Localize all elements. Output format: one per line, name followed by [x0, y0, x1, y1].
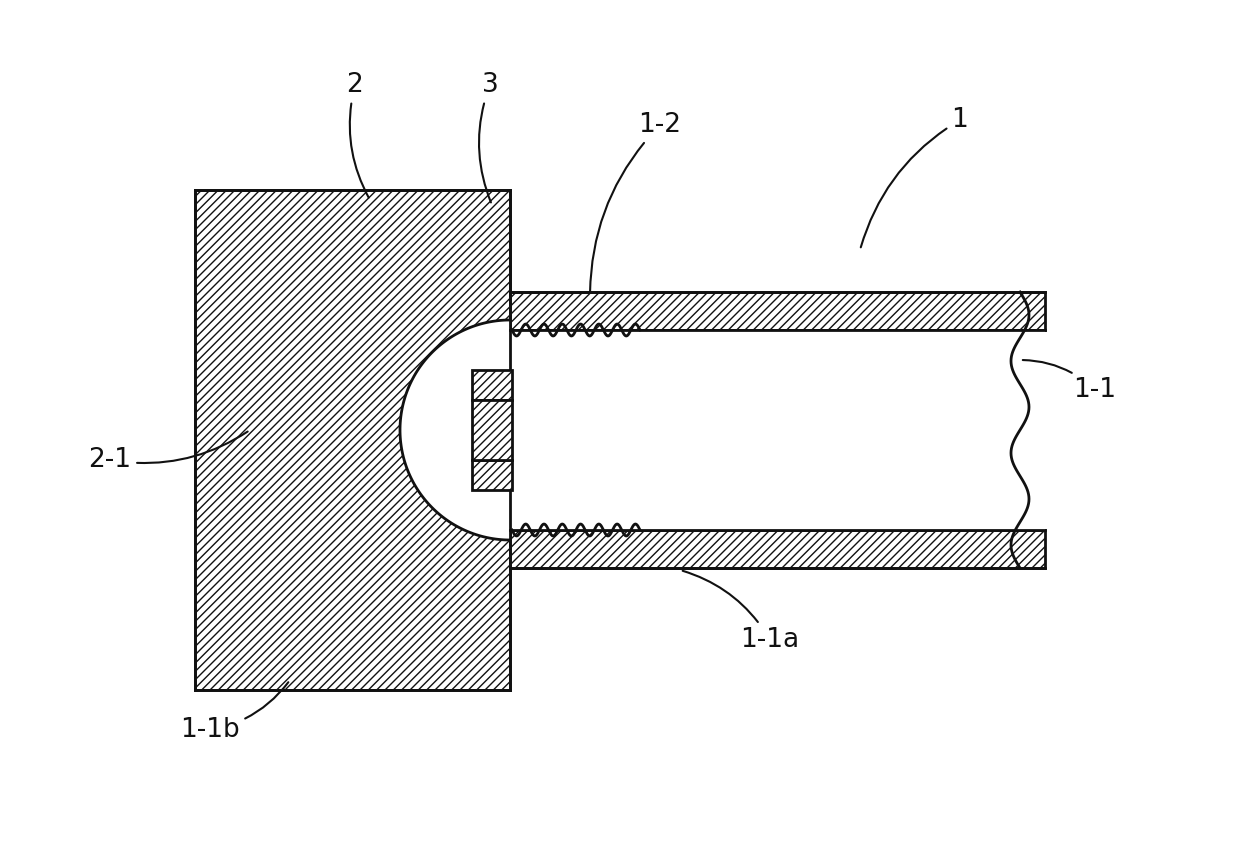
Bar [472, 400, 512, 460]
Polygon shape [401, 320, 510, 540]
Text: 1: 1 [861, 107, 968, 247]
Text: 1-1a: 1-1a [683, 570, 800, 653]
Bar [510, 330, 1045, 530]
Bar [195, 190, 510, 690]
Bar [510, 292, 1045, 330]
Text: 2-1: 2-1 [88, 431, 248, 473]
Text: 3: 3 [479, 72, 498, 203]
Bar [472, 460, 512, 490]
Text: 2: 2 [347, 72, 368, 198]
Bar [510, 530, 1045, 568]
Text: 1-2: 1-2 [590, 112, 682, 292]
Bar [472, 370, 512, 400]
Text: 1-1: 1-1 [1023, 360, 1116, 403]
Text: 1-1b: 1-1b [180, 682, 289, 743]
